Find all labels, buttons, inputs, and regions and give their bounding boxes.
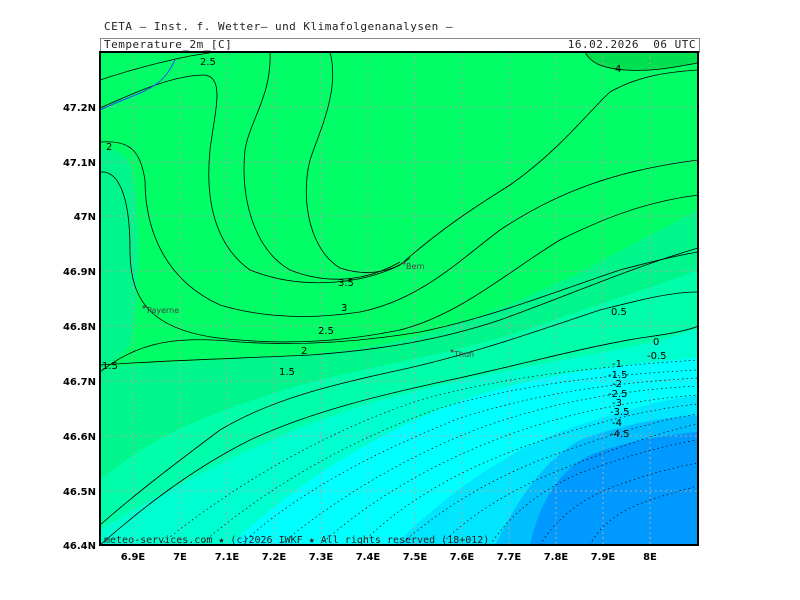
contour-label: 2.5: [200, 57, 216, 68]
lat-tick: 46.4N: [63, 541, 96, 552]
contour-label: -3.5: [610, 407, 630, 418]
contour-label: -1: [612, 359, 622, 370]
lat-tick: 47.1N: [63, 158, 96, 169]
contour-label: -0.5: [647, 351, 667, 362]
city-label-payerne: Payerne: [147, 306, 179, 315]
map-frame: [99, 51, 699, 546]
lon-tick: 8E: [643, 552, 657, 563]
lon-tick: 7.4E: [356, 552, 381, 563]
city-dot-thun: [450, 349, 454, 353]
lon-tick: 6.9E: [121, 552, 146, 563]
lat-tick: 46.5N: [63, 487, 96, 498]
contour-label: -3: [612, 398, 622, 409]
river: [100, 59, 176, 111]
fill-above-4: [585, 52, 698, 71]
lat-tick: 46.9N: [63, 267, 96, 278]
lat-tick: 46.7N: [63, 377, 96, 388]
contour-label: 2: [106, 142, 112, 153]
contour-label: 3: [341, 303, 347, 314]
city-label-bern: Bern: [406, 262, 425, 271]
city-markers: Bern Payerne Thun: [142, 261, 474, 359]
contour-label: 2.5: [318, 326, 334, 337]
city-dot-bern: [402, 261, 406, 265]
contour-label: 0.5: [611, 307, 627, 318]
lat-tick: 47N: [74, 212, 96, 223]
contour-labels: 2.5 4 2 3.5 3 2.5 2 1.5 1.5 0.5 0 -0.5 -…: [102, 57, 667, 440]
negative-isotherms: [159, 359, 698, 545]
contour-label: 3.5: [338, 278, 354, 289]
city-dot-payerne: [142, 305, 146, 309]
lon-tick: 7.3E: [309, 552, 334, 563]
contour-label: 1.5: [279, 367, 295, 378]
lon-axis: 6.9E 7E 7.1E 7.2E 7.3E 7.4E 7.5E 7.6E 7.…: [121, 552, 657, 563]
lon-tick: 7.7E: [497, 552, 522, 563]
lat-tick: 46.6N: [63, 432, 96, 443]
provider-title: CETA — Inst. f. Wetter— und Klimafolgena…: [104, 20, 454, 33]
contour-label: -2: [612, 379, 622, 390]
contour-label: 1.5: [102, 361, 118, 372]
lon-tick: 7E: [173, 552, 187, 563]
lon-tick: 7.5E: [403, 552, 428, 563]
lon-tick: 7.9E: [591, 552, 616, 563]
contour-label: -2.5: [608, 389, 628, 400]
copyright-text: meteo-services.com ★ (c)2026 IWKF ★ All …: [104, 535, 489, 546]
contour-label: -4: [612, 418, 622, 429]
lat-tick: 46.8N: [63, 322, 96, 333]
parameter-label: Temperature_2m_[C]: [104, 38, 233, 51]
lat-tick: 47.2N: [63, 103, 96, 114]
lat-axis: 47.2N 47.1N 47N 46.9N 46.8N 46.7N 46.6N …: [63, 103, 96, 552]
lon-tick: 7.2E: [262, 552, 287, 563]
contour-label: 4: [615, 64, 621, 75]
fill-below-minus4: [530, 432, 698, 545]
fill-1-to-2-west: [100, 149, 138, 368]
lon-tick: 7.6E: [450, 552, 475, 563]
positive-isotherms: [100, 52, 698, 545]
contour-label: -4.5: [610, 429, 630, 440]
graticule: [100, 52, 698, 545]
temperature-fill: [100, 52, 698, 545]
contour-label: -1.5: [608, 370, 628, 381]
lon-tick: 7.1E: [215, 552, 240, 563]
contour-label: 0: [653, 337, 659, 348]
lon-tick: 7.8E: [544, 552, 569, 563]
valid-time-label: 16.02.2026 06 UTC: [567, 38, 696, 51]
contour-label: 2: [301, 346, 307, 357]
city-label-thun: Thun: [453, 350, 474, 359]
